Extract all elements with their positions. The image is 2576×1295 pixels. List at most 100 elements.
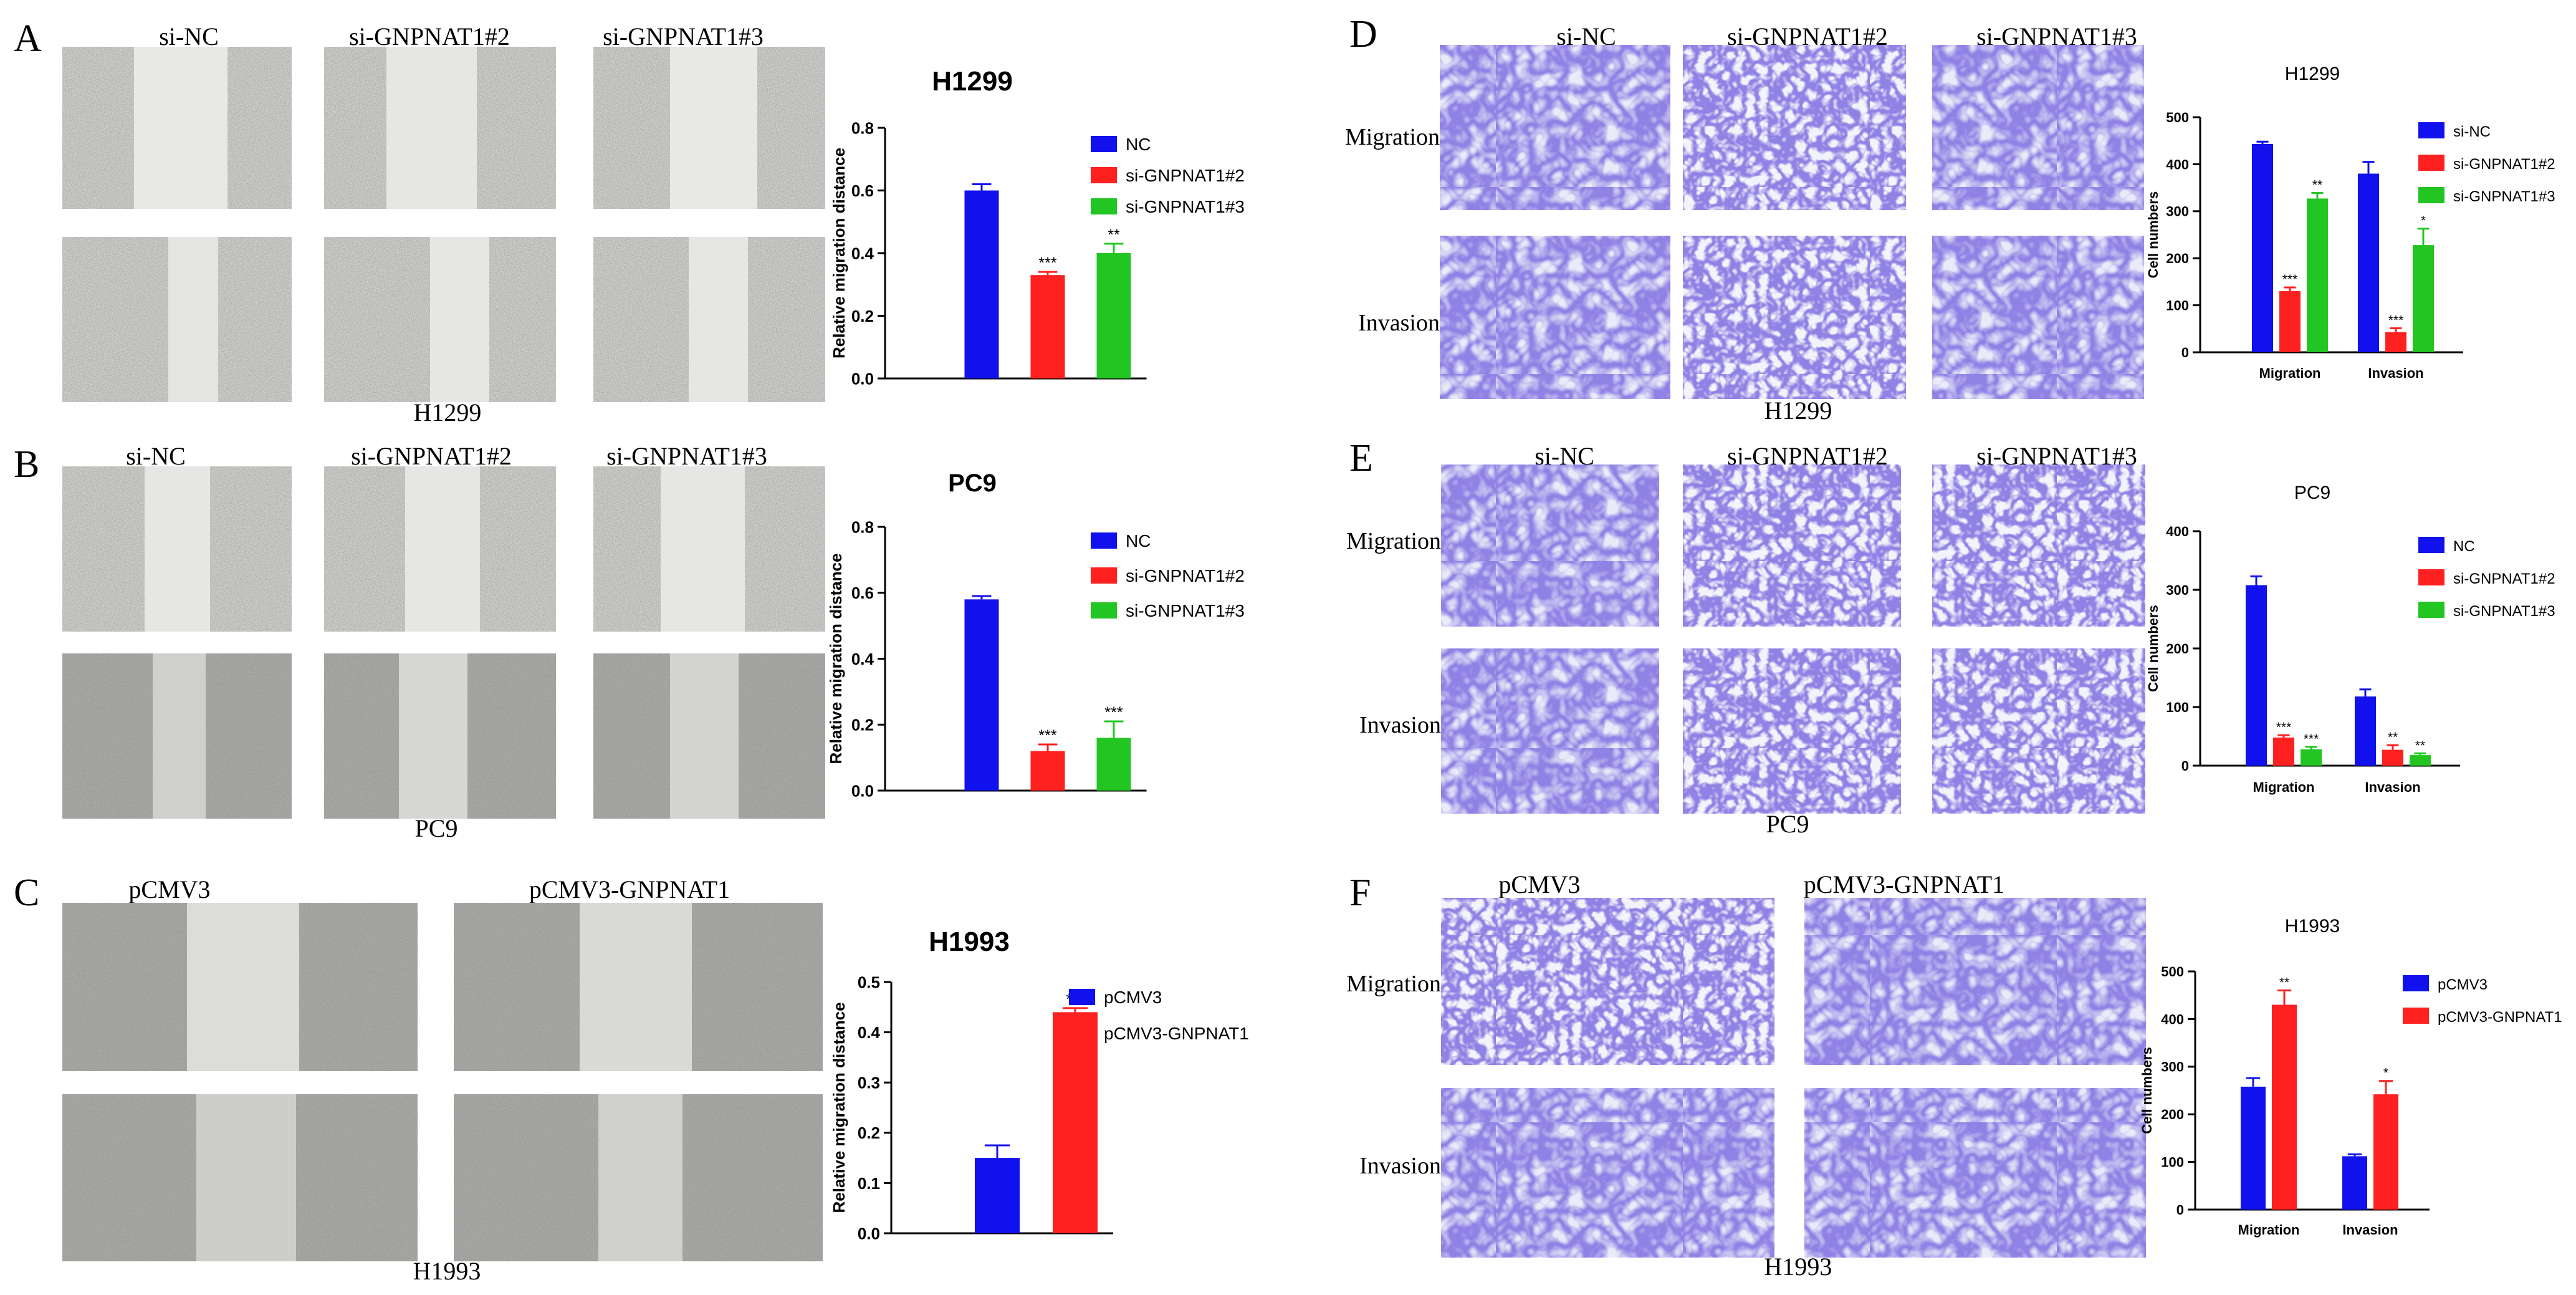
y-axis-label: Relative migration distance — [830, 1002, 848, 1213]
panel-e: E si-NC sj-GNPNAT1#2 si-GNPNAT1#3 Migrat… — [1346, 437, 2145, 838]
stain-image — [1804, 898, 2146, 1065]
scratch-gap — [196, 1094, 296, 1261]
panel-f: F pCMV3 pCMV3-GNPNAT1 Migration Invasion… — [1346, 870, 2146, 1281]
panel-c-letter: C — [14, 872, 39, 914]
legend-swatch — [2418, 122, 2444, 138]
y-tick-label: 0.5 — [858, 973, 880, 991]
panel-b-scratch-images — [62, 466, 825, 819]
bar-1 — [1030, 751, 1065, 791]
scratch-gap — [145, 466, 210, 632]
legend-label: si-GNPNAT1#3 — [1126, 197, 1245, 216]
bar-0-1 — [2272, 1004, 2297, 1210]
x-category-label: Migration — [2259, 365, 2321, 381]
significance-label: ** — [1108, 226, 1120, 244]
stain-image — [1683, 465, 1901, 627]
panel-c-cell-label: H1993 — [413, 1257, 481, 1285]
y-tick-label: 300 — [2166, 204, 2189, 219]
panel-e-cell-label: PC9 — [1766, 810, 1809, 838]
bar-1-1 — [2373, 1094, 2398, 1210]
x-category-label: Invasion — [2368, 365, 2423, 381]
bar-0-2 — [2307, 198, 2328, 352]
bar-1-1 — [2382, 749, 2403, 766]
bar-0-0 — [2241, 1086, 2266, 1210]
significance-label: * — [2421, 214, 2426, 228]
y-axis-label: Cell numbers — [2139, 1047, 2155, 1134]
legend-swatch — [1091, 532, 1117, 549]
stain-image — [1441, 648, 1659, 814]
scratch-gap — [661, 466, 745, 632]
panel-b-col-2: si-GNPNAT1#2 — [351, 442, 512, 470]
panel-d-row-migration: Migration — [1345, 124, 1440, 150]
y-tick-label: 0 — [2181, 345, 2189, 360]
bar-1-2 — [2410, 755, 2431, 766]
legend-swatch — [2418, 187, 2444, 203]
legend-swatch — [2418, 537, 2444, 553]
y-tick-label: 0.0 — [858, 1224, 880, 1243]
panel-b-cell-label: PC9 — [415, 814, 458, 842]
bar-1-0 — [2342, 1156, 2367, 1210]
legend-label: pCMV3 — [1104, 988, 1162, 1007]
chart-e: PC9 0 100 200 300 400 Cell numbers *** *** Migrat… — [2145, 483, 2555, 795]
y-tick-label: 500 — [2166, 110, 2189, 125]
scratch-gap — [689, 237, 748, 402]
y-axis-label: Cell numbers — [2145, 605, 2161, 691]
significance-label: *** — [1038, 254, 1056, 272]
significance-label: ** — [2312, 178, 2322, 192]
y-tick-label: 100 — [2166, 298, 2189, 314]
panel-f-col-1: pCMV3 — [1498, 870, 1580, 898]
panel-c-col-2: pCMV3-GNPNAT1 — [529, 875, 730, 903]
bar-0 — [964, 599, 999, 791]
stain-image — [1441, 465, 1659, 627]
legend-swatch — [1091, 567, 1117, 584]
legend-label: pCMV3 — [2438, 976, 2487, 993]
legend-label: si-GNPNAT1#3 — [1126, 601, 1245, 620]
scratch-gap — [386, 47, 477, 209]
y-tick-label: 200 — [2166, 251, 2189, 266]
bar-2 — [1096, 253, 1131, 378]
y-tick-label: 0.2 — [858, 1124, 880, 1142]
stain-image — [1804, 1088, 2146, 1258]
panel-e-letter: E — [1349, 437, 1373, 479]
chart-title: PC9 — [948, 469, 997, 497]
panel-d-letter: D — [1349, 13, 1377, 55]
chart-title: H1993 — [2285, 916, 2340, 936]
panel-f-row-migration: Migration — [1346, 971, 1441, 997]
significance-label: ** — [2388, 730, 2398, 744]
y-tick-label: 0.3 — [858, 1074, 880, 1092]
y-tick-label: 0.6 — [851, 584, 874, 602]
panel-a-scratch-images — [62, 47, 825, 402]
stain-image — [1932, 465, 2145, 627]
panel-d-stain-images — [1440, 45, 2144, 399]
legend-swatch — [1091, 198, 1117, 214]
y-tick-label: 0.2 — [851, 716, 874, 734]
scratch-gap — [187, 903, 299, 1071]
y-tick-label: 400 — [2166, 524, 2189, 539]
y-tick-label: 0.8 — [851, 118, 874, 137]
chart-f: H1993 0 100 200 300 400 500 Cell numbers ** Migra… — [2139, 916, 2562, 1238]
x-category-label: Migration — [2253, 779, 2315, 795]
significance-label: ** — [2279, 976, 2289, 990]
bar-0-1 — [2279, 291, 2301, 352]
legend-swatch — [2403, 1008, 2429, 1024]
panel-b: B si-NC si-GNPNAT1#2 si-GNPNAT1#3 PC9 — [14, 442, 825, 842]
panel-a-cell-label: H1299 — [414, 398, 482, 426]
panel-e-stain-images — [1441, 465, 2145, 814]
bar-0 — [964, 190, 999, 378]
chart-title: H1299 — [2285, 64, 2340, 84]
chart-c: H1993 0.0 0.1 0.2 0.3 0.4 0.5 Relative migratio… — [830, 927, 1249, 1243]
significance-label: *** — [2282, 272, 2298, 287]
scratch-gap — [405, 466, 480, 632]
significance-label: *** — [1104, 704, 1123, 721]
panel-f-row-invasion: Invasion — [1359, 1153, 1441, 1179]
bar-2 — [1096, 738, 1131, 791]
panel-a-letter: A — [14, 17, 42, 60]
stain-image — [1932, 648, 2145, 814]
y-tick-label: 400 — [2166, 156, 2189, 172]
panel-f-cell-label: H1993 — [1764, 1253, 1832, 1281]
legend-label: si-GNPNAT1#3 — [2453, 188, 2555, 205]
y-tick-label: 200 — [2161, 1107, 2184, 1122]
bar-1 — [1053, 1012, 1098, 1233]
y-tick-label: 100 — [2166, 700, 2189, 715]
bar-0-2 — [2301, 749, 2322, 766]
